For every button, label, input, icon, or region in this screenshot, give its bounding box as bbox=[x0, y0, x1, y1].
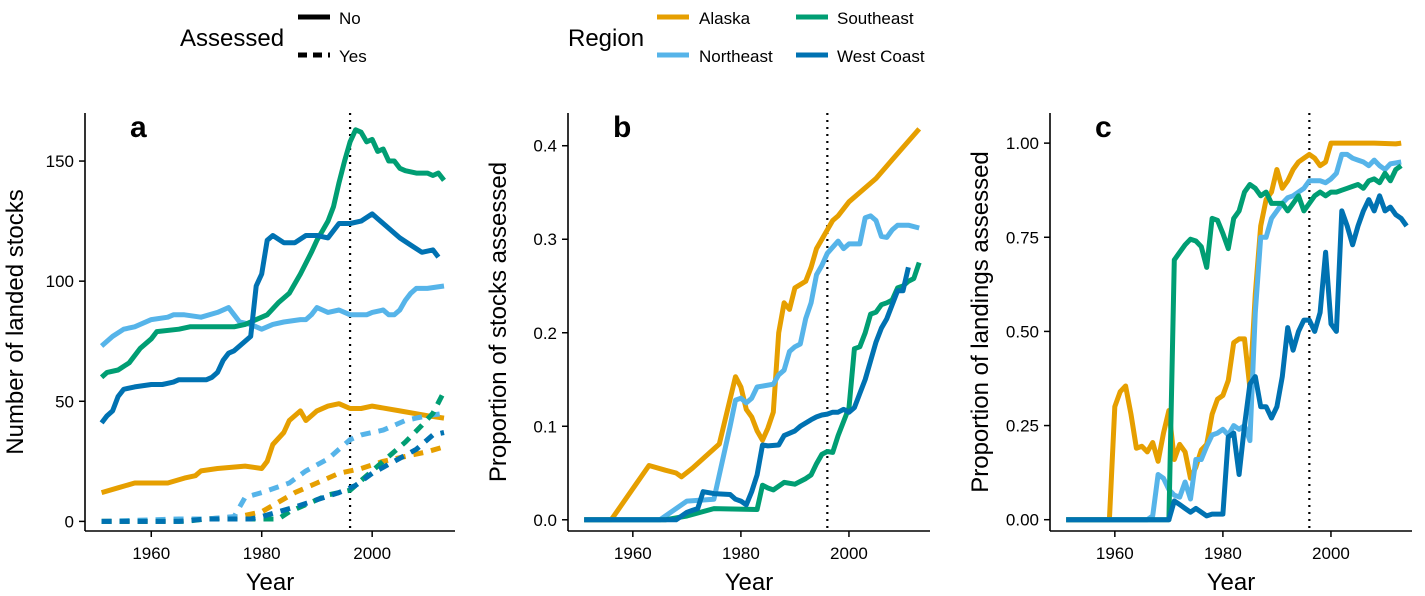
panel-a: 1960 1980 2000 0 50 100 150 Year Number of lande… bbox=[2, 111, 455, 596]
legend-label-yes: Yes bbox=[339, 47, 367, 66]
panel-b-y-tick-label: 0.1 bbox=[533, 417, 557, 436]
panel-b-x-tick-label: 1980 bbox=[722, 544, 760, 563]
panel-b-x-axis-title: Year bbox=[725, 569, 774, 596]
panel-c-x-tick-label: 2000 bbox=[1312, 544, 1350, 563]
panel-c-label: c bbox=[1095, 111, 1112, 144]
panel-b-series-southeast bbox=[584, 261, 922, 523]
panel-c-y-tick-label: 1.00 bbox=[1006, 134, 1039, 153]
panel-c: 1960 1980 2000 0.00 0.25 0.50 0.75 1.00 Year Prop… bbox=[967, 111, 1412, 596]
panel-a-series-northeast-yes bbox=[101, 410, 445, 524]
panel-c-x-tick-label: 1960 bbox=[1096, 544, 1134, 563]
panel-c-series-northeast bbox=[1066, 151, 1402, 523]
legend-label-northeast: Northeast bbox=[699, 47, 773, 66]
panel-a-x-tick-label: 1960 bbox=[132, 544, 170, 563]
legend-label-southeast: Southeast bbox=[837, 9, 914, 28]
panel-b-label: b bbox=[613, 111, 631, 144]
panel-c-x-axis-title: Year bbox=[1207, 569, 1256, 596]
panel-b-y-axis-title: Proportion of stocks assessed bbox=[485, 162, 512, 482]
panel-b-y-tick-label: 0.2 bbox=[533, 324, 557, 343]
panel-b-x-tick-label: 1960 bbox=[614, 544, 652, 563]
panel-b-series-northeast bbox=[584, 213, 920, 523]
panel-a-series-alaska-no bbox=[100, 401, 445, 496]
panel-c-y-axis-title: Proportion of landings assessed bbox=[967, 151, 994, 493]
panel-b: 1960 1980 2000 0.0 0.1 0.2 0.3 0.4 Year Proportio… bbox=[485, 111, 930, 596]
legend-assessed-title: Assessed bbox=[180, 25, 284, 52]
legend-region-title: Region bbox=[568, 25, 644, 52]
panel-a-y-tick-label: 150 bbox=[46, 152, 74, 171]
panel-c-y-tick-label: 0.00 bbox=[1006, 511, 1039, 530]
panel-b-y-tick-label: 0.4 bbox=[533, 137, 557, 156]
panel-c-y-tick-label: 0.50 bbox=[1006, 322, 1039, 341]
legend-label-west-coast: West Coast bbox=[837, 47, 925, 66]
panel-a-series-west-coast-yes bbox=[101, 430, 445, 524]
panel-c-series-west-coast bbox=[1066, 193, 1409, 523]
panel-c-x-tick-label: 1980 bbox=[1204, 544, 1242, 563]
panel-a-series-southeast-no bbox=[99, 127, 446, 380]
panel-b-y-tick-label: 0.3 bbox=[533, 230, 557, 249]
panel-a-y-tick-label: 100 bbox=[46, 272, 74, 291]
panel-a-label: a bbox=[130, 111, 147, 144]
panel-b-y-tick-label: 0.0 bbox=[533, 511, 557, 530]
panel-b-x-tick-label: 2000 bbox=[830, 544, 868, 563]
panel-a-x-tick-label: 2000 bbox=[353, 544, 391, 563]
panel-a-y-axis-title: Number of landed stocks bbox=[2, 189, 29, 454]
panel-a-y-tick-label: 50 bbox=[55, 392, 74, 411]
legend-label-no: No bbox=[339, 9, 361, 28]
panel-a-series-west-coast-no bbox=[99, 211, 441, 425]
panel-c-y-tick-label: 0.75 bbox=[1006, 228, 1039, 247]
panel-a-x-tick-label: 1980 bbox=[243, 544, 281, 563]
panel-c-series-southeast bbox=[1066, 163, 1403, 523]
panel-a-y-tick-label: 0 bbox=[65, 512, 74, 531]
panel-a-x-axis-title: Year bbox=[246, 569, 295, 596]
panel-b-series-alaska bbox=[584, 127, 922, 523]
panel-c-series-alaska bbox=[1066, 140, 1402, 523]
legend-assessed: Assessed No Yes bbox=[180, 9, 367, 66]
legend-region: Region Alaska Northeast Southeast West C… bbox=[568, 9, 925, 66]
legend-label-alaska: Alaska bbox=[699, 9, 751, 28]
panel-c-y-tick-label: 0.25 bbox=[1006, 417, 1039, 436]
panel-b-series-west-coast bbox=[584, 266, 911, 523]
panel-a-series-northeast-no bbox=[99, 283, 445, 348]
